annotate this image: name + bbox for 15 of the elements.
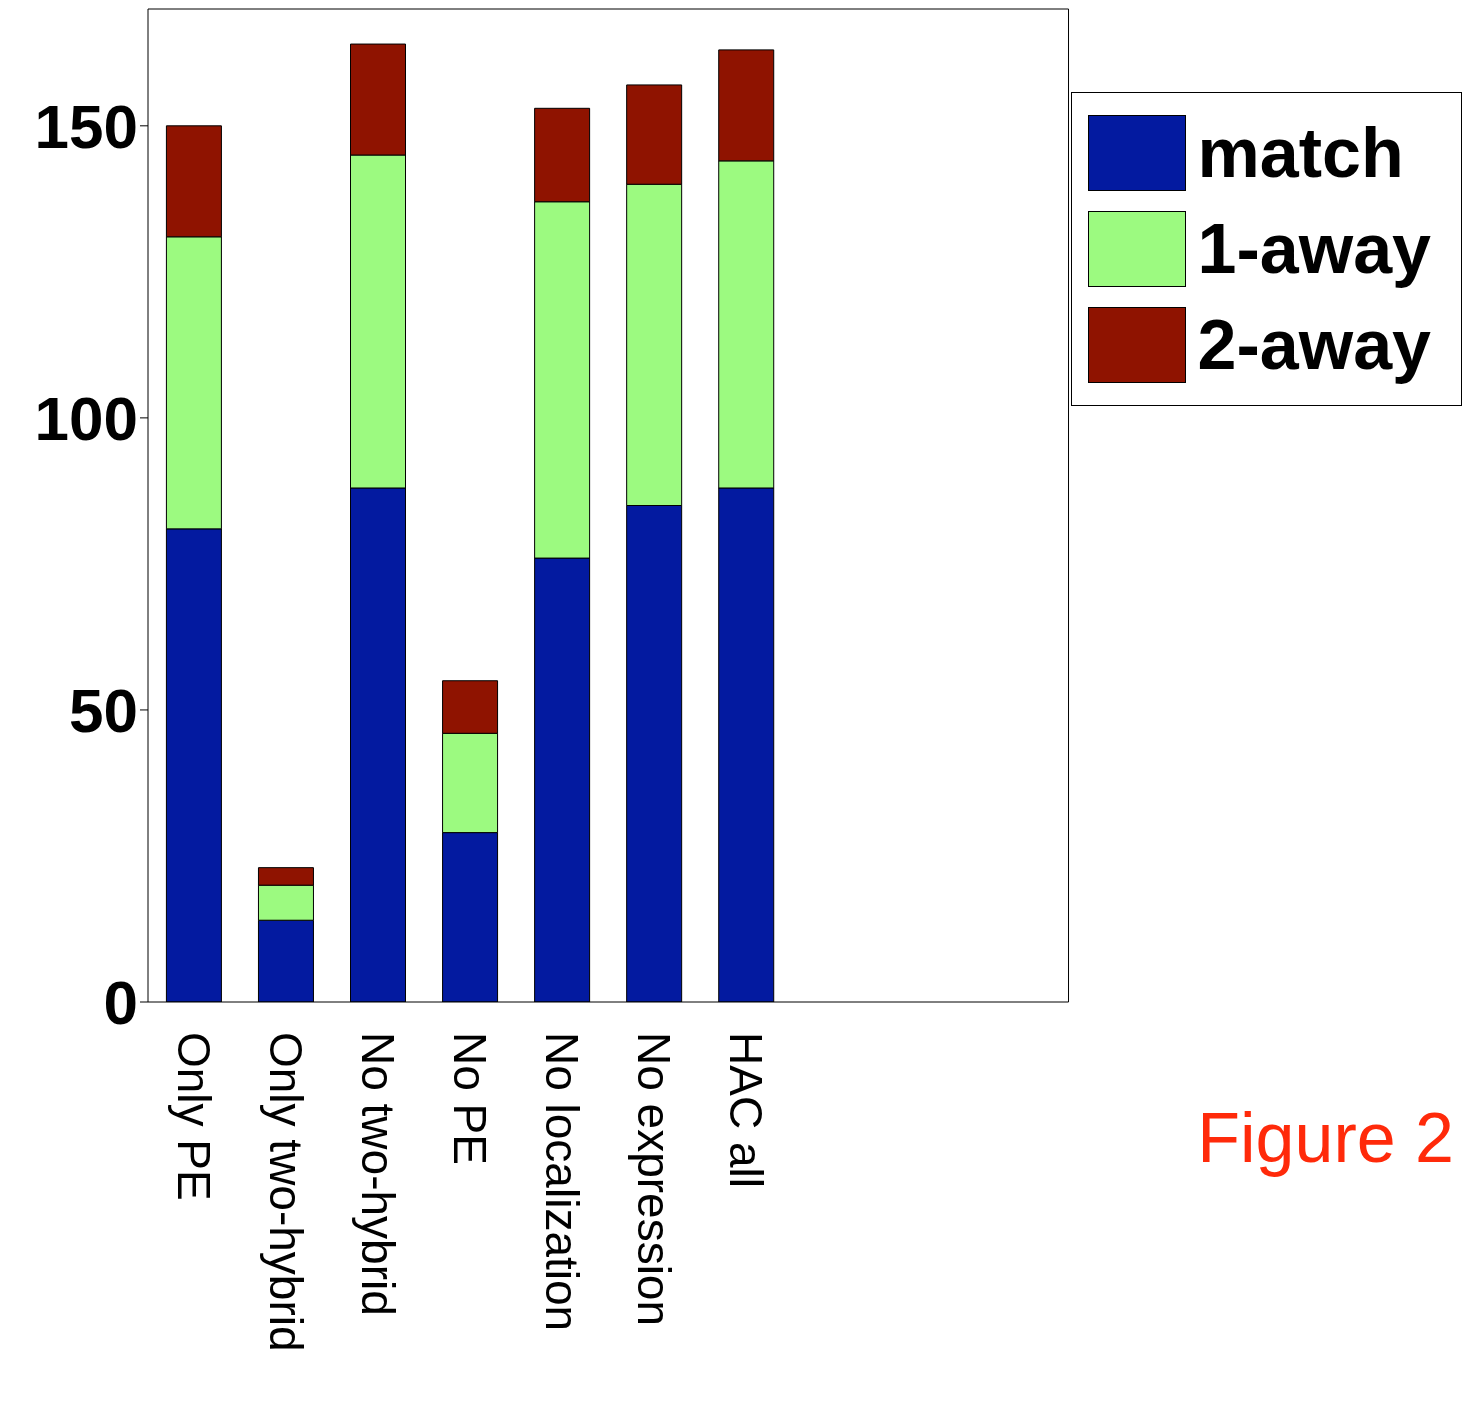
x-tick-label: No two-hybrid	[352, 1032, 405, 1316]
y-tick-label: 100	[34, 383, 138, 453]
y-tick-label: 0	[103, 968, 138, 1038]
y-tick-label: 150	[34, 91, 138, 161]
legend-label: match	[1197, 113, 1404, 193]
x-tick-label: No PE	[444, 1032, 497, 1165]
x-tick-label: No expression	[628, 1032, 681, 1327]
x-tick-label: No localization	[536, 1032, 589, 1332]
y-tick-label: 50	[69, 675, 138, 745]
caption: Figure 2	[1197, 1098, 1454, 1178]
x-tick-label: Only two-hybrid	[260, 1032, 313, 1352]
legend-label: 1-away	[1197, 209, 1431, 289]
legend-label: 2-away	[1197, 305, 1431, 385]
x-tick-label: HAC all	[720, 1032, 773, 1188]
x-tick-label: Only PE	[168, 1032, 221, 1201]
